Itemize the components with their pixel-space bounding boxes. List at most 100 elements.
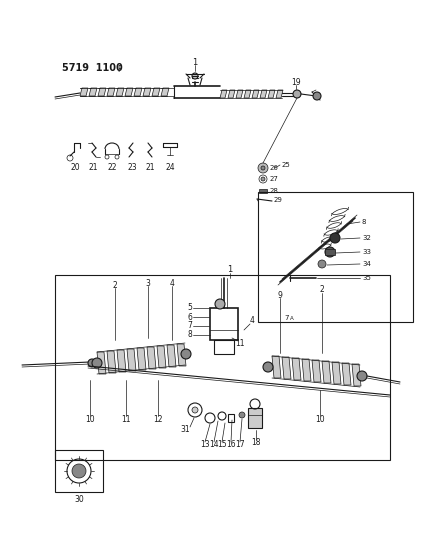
- Polygon shape: [98, 88, 106, 96]
- Polygon shape: [127, 349, 136, 371]
- Circle shape: [324, 247, 334, 257]
- Text: 15: 15: [217, 440, 226, 449]
- Polygon shape: [341, 363, 350, 385]
- Text: F: F: [117, 64, 121, 74]
- Bar: [227, 414, 233, 422]
- Circle shape: [260, 166, 265, 170]
- Polygon shape: [116, 88, 124, 96]
- Text: 2: 2: [112, 280, 117, 289]
- Text: 3: 3: [145, 279, 150, 287]
- Polygon shape: [143, 88, 151, 96]
- Circle shape: [215, 299, 225, 309]
- Text: 1: 1: [227, 265, 232, 274]
- Text: 26: 26: [269, 165, 278, 171]
- Text: 10: 10: [85, 416, 95, 424]
- Text: 17: 17: [235, 440, 244, 449]
- Text: 4: 4: [249, 317, 254, 326]
- Polygon shape: [271, 356, 280, 378]
- Text: 21: 21: [88, 164, 98, 173]
- Circle shape: [317, 260, 325, 268]
- Text: A: A: [289, 316, 293, 320]
- Text: 11: 11: [121, 416, 130, 424]
- Polygon shape: [275, 90, 282, 98]
- Circle shape: [72, 464, 86, 478]
- Polygon shape: [97, 352, 106, 374]
- Text: 9: 9: [277, 290, 282, 300]
- Text: 28: 28: [269, 188, 278, 194]
- Bar: [213, 340, 233, 354]
- Polygon shape: [125, 88, 132, 96]
- Polygon shape: [89, 88, 97, 96]
- Text: 2: 2: [319, 286, 324, 295]
- Text: 21: 21: [145, 164, 154, 173]
- Polygon shape: [147, 347, 155, 369]
- Polygon shape: [351, 364, 360, 386]
- Polygon shape: [107, 351, 116, 373]
- Polygon shape: [281, 357, 290, 379]
- Text: 16: 16: [226, 440, 235, 449]
- Text: 12: 12: [153, 416, 162, 424]
- Text: 5: 5: [187, 303, 192, 312]
- Bar: [55, 275, 389, 460]
- Text: 7: 7: [187, 321, 192, 330]
- Text: 22: 22: [107, 164, 116, 173]
- Bar: [257, 192, 412, 322]
- Circle shape: [260, 177, 265, 181]
- Circle shape: [257, 163, 268, 173]
- Text: 5719  1100: 5719 1100: [62, 63, 122, 73]
- Circle shape: [329, 233, 339, 243]
- Text: 4: 4: [169, 279, 174, 287]
- Text: 6: 6: [187, 312, 192, 321]
- Text: 34: 34: [361, 261, 370, 267]
- Text: 19: 19: [291, 77, 300, 86]
- Polygon shape: [152, 88, 160, 96]
- Polygon shape: [137, 348, 146, 370]
- Text: 24: 24: [165, 164, 174, 173]
- Circle shape: [192, 73, 198, 79]
- Polygon shape: [161, 88, 169, 96]
- Polygon shape: [259, 90, 266, 98]
- Polygon shape: [268, 90, 274, 98]
- Circle shape: [192, 407, 198, 413]
- Text: 8: 8: [361, 219, 366, 225]
- Text: 8: 8: [187, 330, 192, 340]
- Bar: [259, 189, 266, 193]
- Text: 20: 20: [70, 164, 80, 173]
- Circle shape: [181, 349, 190, 359]
- Text: 18: 18: [250, 439, 260, 448]
- Bar: [55, 450, 103, 492]
- Text: 31: 31: [180, 425, 190, 434]
- Polygon shape: [157, 346, 166, 368]
- Polygon shape: [80, 88, 88, 96]
- Polygon shape: [177, 344, 186, 366]
- Polygon shape: [167, 345, 176, 367]
- Polygon shape: [331, 362, 340, 384]
- Circle shape: [292, 90, 300, 98]
- Text: 29: 29: [273, 197, 282, 203]
- Polygon shape: [321, 361, 330, 383]
- Polygon shape: [236, 90, 242, 98]
- Polygon shape: [243, 90, 250, 98]
- Text: 14: 14: [209, 440, 218, 449]
- Circle shape: [92, 358, 102, 368]
- Text: 35: 35: [361, 275, 370, 281]
- Text: 32: 32: [361, 235, 370, 241]
- Polygon shape: [219, 90, 227, 98]
- Text: 10: 10: [314, 416, 324, 424]
- Bar: [324, 249, 334, 255]
- Text: 13: 13: [200, 440, 209, 449]
- Polygon shape: [291, 358, 300, 380]
- Polygon shape: [134, 88, 142, 96]
- Text: 1: 1: [192, 58, 197, 67]
- Circle shape: [262, 362, 272, 372]
- Polygon shape: [301, 359, 310, 381]
- Text: 33: 33: [361, 249, 370, 255]
- Text: 25: 25: [281, 162, 290, 168]
- Text: 7: 7: [283, 315, 288, 321]
- Polygon shape: [117, 350, 126, 372]
- Circle shape: [356, 371, 366, 381]
- Circle shape: [88, 359, 96, 367]
- Polygon shape: [251, 90, 259, 98]
- Text: 11: 11: [235, 340, 244, 349]
- Polygon shape: [227, 90, 234, 98]
